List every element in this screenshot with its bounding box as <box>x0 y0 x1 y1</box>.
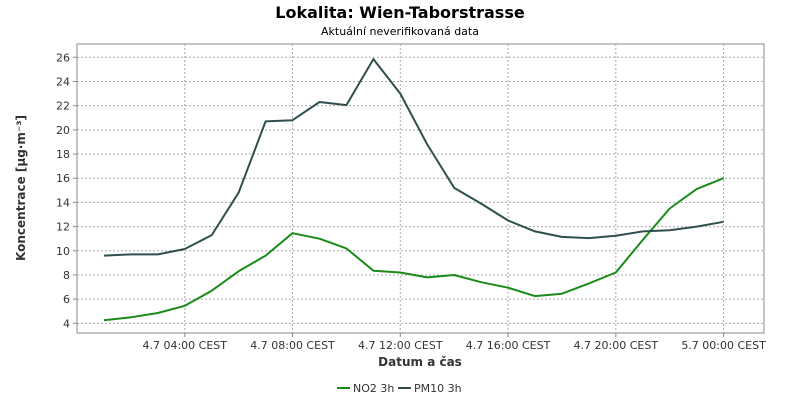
chart-subtitle: Aktuální neverifikovaná data <box>321 25 479 38</box>
legend-item-pm10: PM10 3h <box>398 382 462 395</box>
y-axis: 4 6 8 10 12 14 16 18 20 22 24 26 <box>56 51 77 330</box>
y-tick-label: 8 <box>63 269 70 282</box>
series-line-pm10 <box>103 58 724 257</box>
y-tick-label: 26 <box>56 51 70 64</box>
y-tick-label: 24 <box>56 75 70 88</box>
series-layer <box>103 58 724 322</box>
legend-label: NO2 3h <box>353 382 394 395</box>
y-tick-label: 12 <box>56 221 70 234</box>
grid-layer <box>77 44 764 333</box>
legend: NO2 3h PM10 3h <box>337 382 462 395</box>
x-tick-label: 4.7 16:00 CEST <box>466 339 551 352</box>
y-axis-label: Koncentrace [µg·m⁻³] <box>14 115 28 261</box>
y-tick-label: 6 <box>63 293 70 306</box>
y-tick-label: 14 <box>56 196 70 209</box>
legend-label: PM10 3h <box>414 382 462 395</box>
y-tick-label: 22 <box>56 100 70 113</box>
plot-area <box>76 43 765 334</box>
y-tick-label: 20 <box>56 124 70 137</box>
x-axis: 4.7 04:00 CEST 4.7 08:00 CEST 4.7 12:00 CE… <box>142 333 766 352</box>
legend-item-no2: NO2 3h <box>337 382 394 395</box>
x-tick-label: 5.7 00:00 CEST <box>681 339 766 352</box>
y-tick-label: 18 <box>56 148 70 161</box>
x-tick-label: 4.7 20:00 CEST <box>574 339 659 352</box>
x-tick-label: 4.7 08:00 CEST <box>250 339 335 352</box>
x-tick-label: 4.7 12:00 CEST <box>358 339 443 352</box>
y-tick-label: 4 <box>63 317 70 330</box>
x-axis-label: Datum a čas <box>378 355 462 369</box>
y-tick-label: 16 <box>56 172 70 185</box>
x-tick-label: 4.7 04:00 CEST <box>142 339 227 352</box>
y-tick-label: 10 <box>56 245 70 258</box>
chart-title: Lokalita: Wien-Taborstrasse <box>275 3 525 22</box>
series-line-no2 <box>103 177 724 322</box>
